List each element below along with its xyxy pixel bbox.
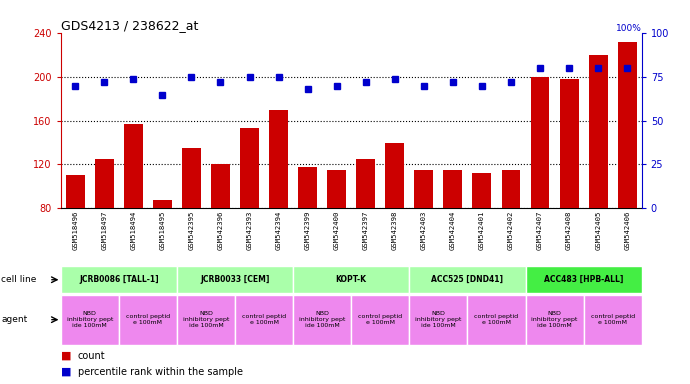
Bar [61,266,177,293]
Text: GSM542395: GSM542395 [188,211,195,250]
Text: GSM542403: GSM542403 [421,211,427,250]
Bar [95,159,114,208]
Bar [119,295,177,344]
Text: ■: ■ [61,351,71,361]
Text: control peptid
e 100mM: control peptid e 100mM [475,314,518,325]
Text: GSM542393: GSM542393 [246,211,253,250]
Text: NBD
inhibitory pept
ide 100mM: NBD inhibitory pept ide 100mM [299,311,346,328]
Text: agent: agent [1,315,28,324]
Text: NBD
inhibitory pept
ide 100mM: NBD inhibitory pept ide 100mM [531,311,578,328]
Text: control peptid
e 100mM: control peptid e 100mM [126,314,170,325]
Bar [473,173,491,208]
Bar [153,200,172,208]
Bar [177,266,293,293]
Bar [269,110,288,208]
Bar [526,295,584,344]
Bar [351,295,409,344]
Text: ACC525 [DND41]: ACC525 [DND41] [431,275,504,284]
Bar [444,170,462,208]
Text: KOPT-K: KOPT-K [336,275,366,284]
Bar [177,295,235,344]
Text: GSM542401: GSM542401 [479,211,485,250]
Bar [589,55,608,208]
Text: GSM542408: GSM542408 [566,211,572,250]
Bar [415,170,433,208]
Bar [293,295,351,344]
Bar [385,142,404,208]
Text: GSM518495: GSM518495 [159,211,166,250]
Bar [327,170,346,208]
Text: NBD
inhibitory pept
ide 100mM: NBD inhibitory pept ide 100mM [183,311,229,328]
Text: GSM542397: GSM542397 [363,211,368,250]
Bar [235,295,293,344]
Text: GSM518496: GSM518496 [72,211,78,250]
Bar [66,175,85,208]
Text: GSM542399: GSM542399 [305,211,310,250]
Text: control peptid
e 100mM: control peptid e 100mM [358,314,402,325]
Text: GSM542402: GSM542402 [508,211,514,250]
Text: JCRB0086 [TALL-1]: JCRB0086 [TALL-1] [79,275,159,284]
Text: GSM542407: GSM542407 [537,211,543,250]
Text: control peptid
e 100mM: control peptid e 100mM [242,314,286,325]
Text: 100%: 100% [616,23,642,33]
Text: count: count [78,351,106,361]
Text: GSM518494: GSM518494 [130,211,137,250]
Bar [531,77,549,208]
Text: NBD
inhibitory pept
ide 100mM: NBD inhibitory pept ide 100mM [415,311,462,328]
Bar [240,128,259,208]
Bar [298,167,317,208]
Bar [409,295,467,344]
Bar [502,170,520,208]
Text: ■: ■ [61,366,71,377]
Bar [618,42,637,208]
Text: GSM542405: GSM542405 [595,211,601,250]
Text: GSM542396: GSM542396 [217,211,224,250]
Text: NBD
inhibitory pept
ide 100mM: NBD inhibitory pept ide 100mM [66,311,113,328]
Text: GDS4213 / 238622_at: GDS4213 / 238622_at [61,19,198,32]
Bar [124,124,143,208]
Bar [182,148,201,208]
Text: percentile rank within the sample: percentile rank within the sample [78,366,243,377]
Text: cell line: cell line [1,275,37,284]
Text: JCRB0033 [CEM]: JCRB0033 [CEM] [200,275,270,284]
Text: GSM542404: GSM542404 [450,211,456,250]
Text: GSM542398: GSM542398 [392,211,397,250]
Text: GSM542406: GSM542406 [624,211,630,250]
Bar [293,266,409,293]
Bar [409,266,526,293]
Bar [526,266,642,293]
Bar [467,295,526,344]
Text: control peptid
e 100mM: control peptid e 100mM [591,314,635,325]
Text: GSM542394: GSM542394 [275,211,282,250]
Text: GSM542400: GSM542400 [334,211,339,250]
Bar [61,295,119,344]
Bar [211,164,230,208]
Bar [356,159,375,208]
Text: GSM518497: GSM518497 [101,211,107,250]
Bar [584,295,642,344]
Bar [560,79,578,208]
Text: ACC483 [HPB-ALL]: ACC483 [HPB-ALL] [544,275,623,284]
